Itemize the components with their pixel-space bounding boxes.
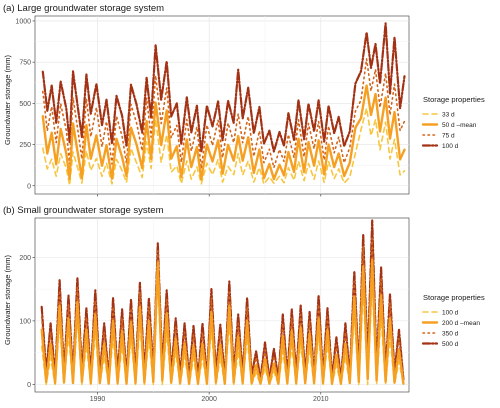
panel-a-grid (35, 16, 409, 194)
y-tick-label: 0 (27, 183, 31, 190)
y-tick-label: 1000 (15, 18, 31, 25)
series-line-200-d-mean (40, 258, 405, 385)
panel-a-title: (a) Large groundwater storage system (3, 3, 164, 14)
panel-a-y-axis-label: Groundwater storage (mm) (3, 54, 12, 145)
panel-a-x-ticks (97, 194, 322, 197)
series-line-100-d (41, 22, 406, 154)
panel-b-x-ticks: 1990 2000 2010 (90, 392, 329, 403)
panel-a-legend: Storage properties 33 d 50 d –mean 75 d 100… (421, 95, 485, 150)
legend-label-3: 100 d (442, 143, 459, 150)
y-tick-label: 200 (19, 255, 31, 262)
series-line-33-d (42, 107, 406, 187)
panel-b-legend: Storage properties 100 d 200 d –mean 350 d… (421, 293, 485, 348)
legend-label-2: 350 d (442, 331, 459, 338)
x-tick-label: 2010 (313, 396, 329, 403)
series-line-50-d-mean (41, 84, 406, 181)
y-tick-label: 750 (19, 60, 31, 67)
panel-b: (b) Small groundwater storage system Gro… (3, 205, 485, 403)
legend-label-0: 33 d (442, 112, 455, 119)
panel-b-y-ticks: 0 100 200 (19, 255, 35, 389)
legend-label-1: 200 d –mean (442, 320, 480, 327)
y-tick-label: 500 (19, 101, 31, 108)
panel-b-title: (b) Small groundwater storage system (3, 205, 164, 216)
legend-label-0: 100 d (442, 310, 459, 317)
legend-label-3: 500 d (442, 341, 459, 348)
panel-a-series (41, 22, 406, 187)
x-tick-label: 2000 (201, 396, 217, 403)
series-line-500-d (40, 219, 405, 381)
legend-label-1: 50 d –mean (442, 122, 477, 129)
panel-a-y-ticks: 0 250 500 750 1000 (15, 18, 35, 190)
y-tick-label: 250 (19, 142, 31, 149)
panel-b-series (40, 219, 405, 386)
y-tick-label: 100 (19, 318, 31, 325)
panel-b-y-axis-label: Groundwater storage (mm) (3, 254, 12, 345)
panel-a-legend-title: Storage properties (423, 95, 485, 104)
panel-b-legend-title: Storage properties (423, 293, 485, 302)
x-tick-label: 1990 (90, 396, 106, 403)
panel-a: (a) Large groundwater storage system Gro… (3, 3, 485, 197)
legend-label-2: 75 d (442, 133, 455, 140)
y-tick-label: 0 (27, 382, 31, 389)
